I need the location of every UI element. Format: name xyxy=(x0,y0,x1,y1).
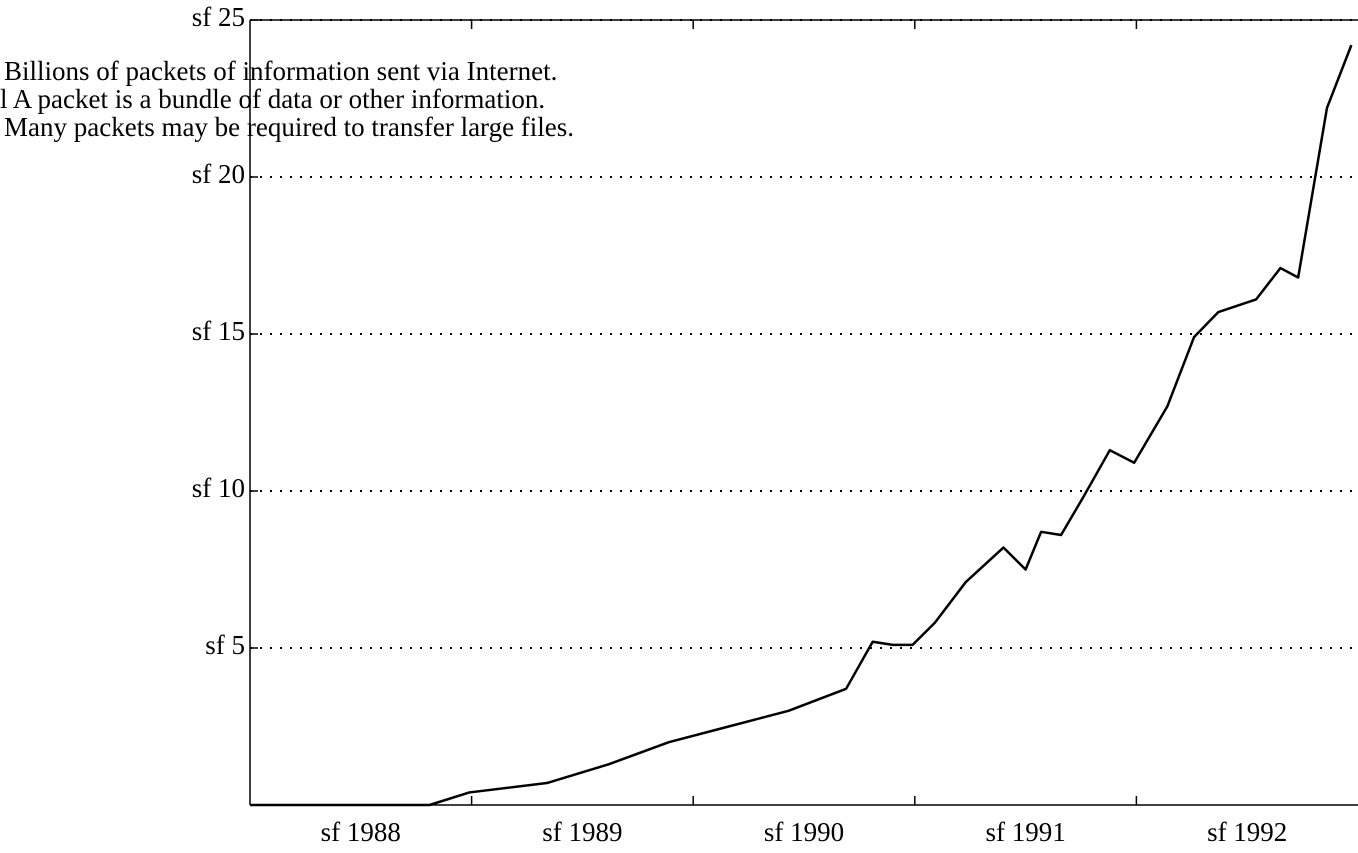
x-tick-label: sf 1989 xyxy=(542,817,622,847)
data-line xyxy=(250,44,1353,807)
y-tick-label: sf 15 xyxy=(192,316,245,346)
annotation: l A packet is a bundle of data or other … xyxy=(0,84,545,114)
x-tick-label: sf 1988 xyxy=(321,817,401,847)
annotation: Billions of packets of information sent … xyxy=(4,56,557,86)
y-tick-label: sf 5 xyxy=(205,630,245,660)
y-tick-label: sf 25 xyxy=(192,2,245,32)
y-tick-label: sf 20 xyxy=(192,159,245,189)
y-tick-label: sf 10 xyxy=(192,473,245,503)
x-tick-label: sf 1992 xyxy=(1207,817,1287,847)
x-tick-label: sf 1991 xyxy=(985,817,1065,847)
annotation: Many packets may be required to transfer… xyxy=(4,112,574,142)
x-tick-label: sf 1990 xyxy=(764,817,844,847)
